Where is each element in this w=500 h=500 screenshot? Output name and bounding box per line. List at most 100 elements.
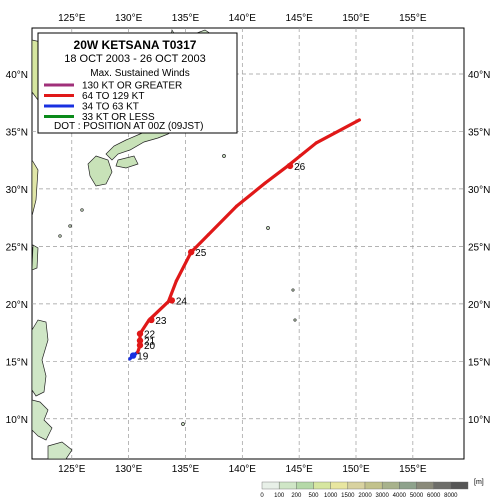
taiwan-island: [32, 244, 39, 271]
ogasawara-island: [266, 226, 270, 230]
elevation-swatch: [330, 481, 349, 490]
elevation-color-scale: 0 100 200 500 1000 1500 2000 3000 4000 5000 6000 80…: [260, 481, 469, 499]
longitude-label: 150°E: [342, 464, 370, 475]
latitude-label: 40°N: [468, 70, 490, 81]
latitude-label: 35°N: [468, 127, 490, 138]
daily-position-dot: [129, 352, 137, 359]
longitude-label: 130°E: [115, 464, 143, 475]
longitude-label: 145°E: [285, 464, 313, 475]
legend-box: 20W KETSANA T0317 18 OCT 2003 - 26 OCT 2…: [37, 32, 238, 134]
longitude-label: 125°E: [58, 13, 86, 24]
elevation-unit: [m]: [474, 479, 484, 486]
storm-title: 20W KETSANA T0317: [74, 38, 197, 52]
shikoku-island: [115, 155, 139, 169]
daily-position-label: 20: [144, 341, 156, 352]
daily-position-dot: [136, 342, 144, 349]
track-segment: [206, 204, 239, 237]
mindanao-island: [47, 441, 73, 459]
mariana-island-1: [291, 288, 295, 292]
longitude-label: 130°E: [115, 13, 143, 24]
legend-header: Max. Sustained Winds: [90, 68, 190, 79]
longitude-label: 155°E: [399, 464, 427, 475]
latitude-label: 15°N: [6, 357, 28, 368]
elevation-swatch: [450, 481, 469, 490]
daily-position-label: 24: [176, 296, 188, 307]
legend-item-label: 34 TO 63 KT: [82, 102, 139, 113]
latitude-label: 20°N: [468, 300, 490, 311]
track-segment: [189, 233, 210, 254]
elevation-swatch: [313, 481, 331, 490]
elevation-label: 1000: [324, 493, 338, 499]
elevation-label: 0: [260, 493, 264, 499]
elevation-label: 1500: [341, 493, 355, 499]
storm-dates: 18 OCT 2003 - 26 OCT 2003: [64, 53, 205, 65]
latitude-label: 25°N: [6, 242, 28, 253]
elevation-swatch: [278, 481, 297, 490]
china-coast: [32, 159, 39, 217]
elevation-label: 3000: [375, 493, 389, 499]
track-segment: [314, 118, 362, 145]
elevation-swatch: [296, 481, 314, 490]
legend-item-label: 64 TO 129 KT: [82, 91, 144, 102]
daily-position-label: 23: [155, 316, 167, 327]
latitude-label: 10°N: [468, 415, 490, 426]
daily-position-label: 25: [195, 248, 207, 259]
elevation-swatch: [381, 481, 400, 490]
elevation-swatch: [433, 481, 452, 490]
kyushu-island: [87, 155, 113, 187]
elevation-label: 5000: [410, 493, 424, 499]
longitude-label: 140°E: [229, 13, 257, 24]
luzon-island: [32, 319, 49, 397]
ryukyu-island-3: [80, 208, 84, 212]
elevation-swatch: [416, 481, 434, 490]
track-segment: [286, 141, 318, 168]
elevation-label: 2000: [358, 493, 372, 499]
elevation-label: 200: [291, 493, 302, 499]
latitude-label: 10°N: [6, 415, 28, 426]
latitude-label: 30°N: [468, 185, 490, 196]
legend-dot-note: DOT : POSITION AT 00Z (09JST): [54, 121, 203, 132]
latitude-label: 40°N: [6, 70, 28, 81]
elevation-label: 100: [274, 493, 285, 499]
daily-position-dot: [286, 162, 294, 170]
daily-position-dot: [136, 330, 144, 337]
elevation-swatch: [347, 481, 366, 490]
elevation-label: 6000: [427, 493, 441, 499]
track-segment: [147, 299, 171, 322]
legend-item-label: 130 KT OR GREATER: [82, 81, 182, 92]
longitude-labels-top: 125°E 130°E 135°E 140°E 145°E 150°E 155°E: [58, 13, 427, 24]
elevation-label: 8000: [444, 493, 458, 499]
longitude-labels-bottom: 125°E 130°E 135°E 140°E 145°E 150°E 155°E: [58, 464, 427, 475]
elevation-swatch: [364, 481, 383, 490]
daily-position-label: 26: [294, 162, 306, 173]
longitude-label: 140°E: [229, 464, 257, 475]
daily-position-dot: [136, 337, 144, 344]
longitude-label: 155°E: [399, 13, 427, 24]
palau-island: [181, 422, 185, 426]
longitude-label: 135°E: [172, 13, 200, 24]
latitude-labels-right: 40°N 35°N 30°N 25°N 20°N 15°N 10°N: [468, 70, 490, 426]
daily-position-label: 19: [137, 352, 149, 363]
elevation-swatch: [399, 481, 417, 490]
mariana-island-2: [293, 318, 297, 322]
ryukyu-island-1: [68, 224, 72, 228]
longitude-label: 145°E: [285, 13, 313, 24]
latitude-labels-left: 40°N 35°N 30°N 25°N 20°N 15°N 10°N: [6, 70, 28, 426]
longitude-label: 135°E: [172, 464, 200, 475]
izu-islands: [222, 154, 226, 158]
daily-position-dot: [168, 297, 176, 304]
daily-position-label: 21: [144, 337, 156, 348]
ryukyu-island-2: [58, 234, 62, 238]
daily-position-dot: [148, 316, 155, 324]
latitude-label: 15°N: [468, 357, 490, 368]
elevation-label: 500: [308, 493, 319, 499]
latitude-label: 35°N: [6, 127, 28, 138]
latitude-label: 30°N: [6, 185, 28, 196]
daily-position-dot: [187, 248, 195, 256]
longitude-label: 125°E: [58, 464, 86, 475]
longitude-label: 150°E: [342, 13, 370, 24]
track-segment: [235, 181, 267, 208]
latitude-label: 20°N: [6, 300, 28, 311]
